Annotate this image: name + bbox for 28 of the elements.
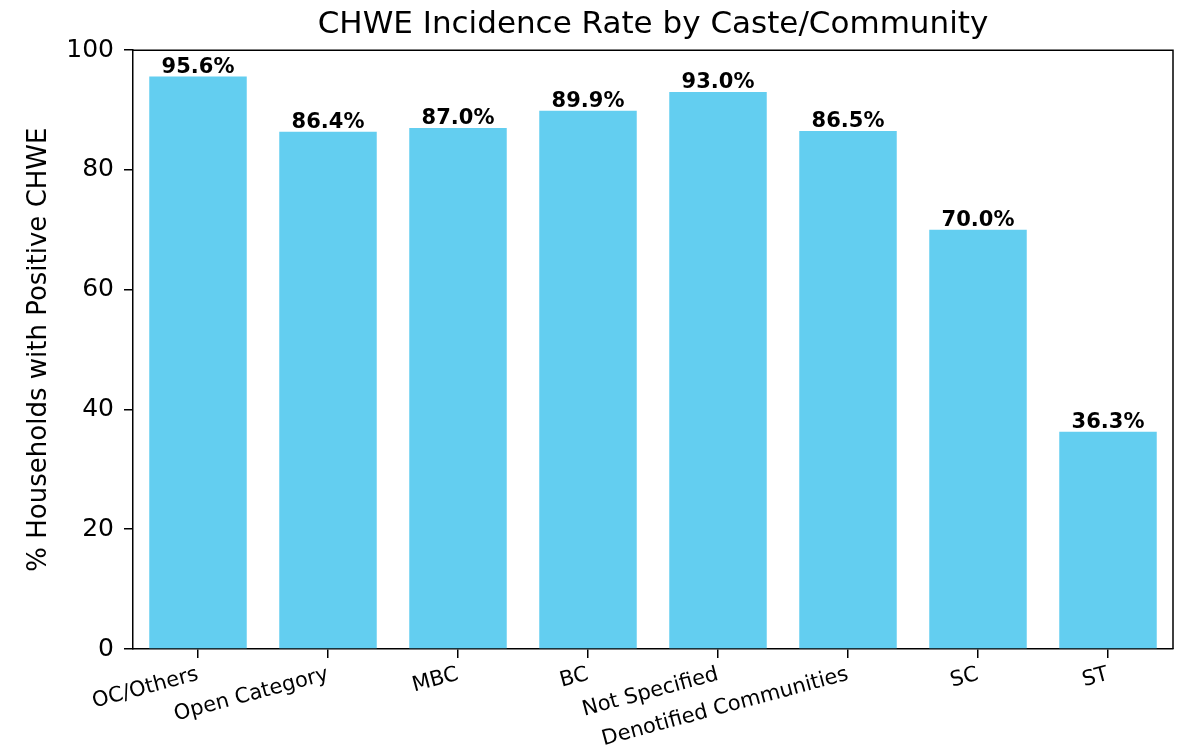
y-tick-label: 0 [98,632,114,662]
x-tick-label: ST [1079,661,1111,692]
bar [539,110,637,649]
bar [799,131,897,649]
bar [929,229,1027,649]
data-label: 86.4% [291,108,365,133]
bar [409,128,507,649]
y-tick-label: 80 [82,153,114,183]
y-axis-title: % Households with Positive CHWE [22,127,53,572]
bar [669,92,767,649]
data-label: 89.9% [551,87,625,112]
data-label: 36.3% [1071,408,1145,433]
data-label: 93.0% [681,69,755,94]
x-tick-label: MBC [409,661,461,697]
data-label: 70.0% [941,206,1015,231]
x-tick-label: BC [556,661,591,692]
y-tick-label: 60 [82,273,114,303]
y-tick-label: 40 [82,392,114,422]
data-label: 87.0% [421,105,495,129]
chart-title: CHWE Incidence Rate by Caste/Community [317,3,989,40]
x-tick-label: SC [947,661,981,692]
data-label: 86.5% [811,107,885,132]
bar [1059,431,1157,649]
bar [149,76,247,649]
data-label: 95.6% [161,53,235,78]
bar [279,131,377,649]
y-tick-label: 100 [66,33,114,63]
y-tick-label: 20 [82,512,114,542]
